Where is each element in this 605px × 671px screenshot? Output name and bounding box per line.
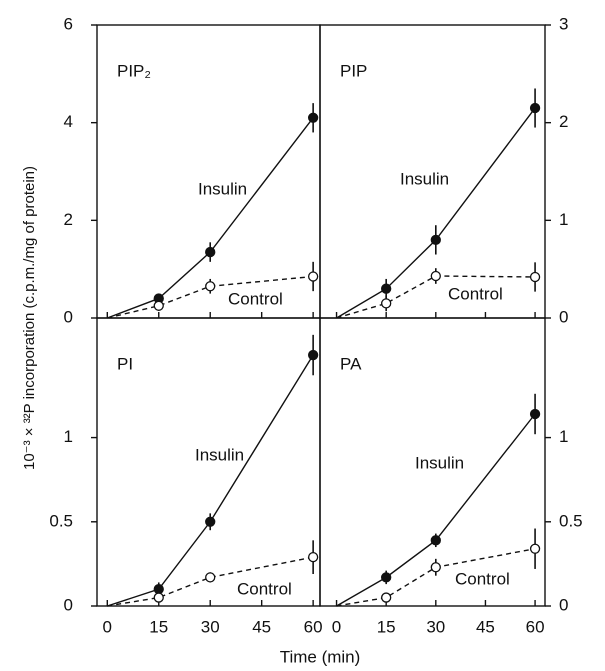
data-point [381,298,392,309]
x-axis-label: Time (min) [280,647,361,666]
data-point [153,584,164,595]
data-point [307,552,319,563]
y-tick-label: 0 [559,307,568,326]
data-point [430,234,441,246]
data-point [430,535,441,546]
y-tick-label: 0.5 [559,511,583,530]
x-tick-label: 0 [103,617,112,636]
series-label: Control [237,579,292,598]
x-tick-label: 15 [377,617,396,636]
panel-title: PI [117,354,133,373]
y-tick-label: 1 [559,210,568,229]
data-point [430,562,441,573]
y-tick-label: 0.5 [49,511,73,530]
panel-title: PIP₂ [117,61,151,80]
y-tick-label: 0 [64,595,73,614]
panel-frame [319,317,546,607]
data-point [381,592,392,603]
data-point [529,271,541,283]
data-point [205,281,216,292]
data-point [381,283,392,294]
data-point [307,271,319,282]
x-tick-label: 45 [252,617,271,636]
data-point [381,572,392,583]
series-line [107,354,314,607]
y-tick-label: 0 [559,595,568,614]
y-tick-label: 6 [64,14,73,33]
data-point [153,592,164,603]
series-line [107,117,314,319]
series-label: Insulin [415,453,464,472]
x-tick-label: 45 [476,617,495,636]
y-tick-label: 2 [64,210,73,229]
x-tick-label: 30 [201,617,220,636]
series-label: Insulin [198,179,247,198]
panel-title: PA [340,354,362,373]
y-tick-label: 0 [64,307,73,326]
series-label: Control [228,289,283,308]
data-point [205,572,216,583]
data-point [307,112,319,123]
series-line [336,107,536,319]
y-tick-label: 3 [559,14,568,33]
data-point [430,270,441,282]
y-tick-label: 1 [64,427,73,446]
data-point [529,102,541,114]
x-tick-label: 30 [426,617,445,636]
series-label: Insulin [195,445,244,464]
data-point [205,246,216,258]
series-label: Control [455,569,510,588]
x-tick-label: 15 [149,617,168,636]
x-tick-label: 60 [304,617,323,636]
y-tick-label: 4 [64,112,73,131]
x-tick-label: 60 [526,617,545,636]
series-label: Control [448,284,503,303]
data-point [205,516,216,527]
data-point [307,349,319,361]
data-point [529,543,541,554]
y-tick-label: 1 [559,427,568,446]
data-point [529,408,541,420]
x-tick-label: 0 [332,617,341,636]
series-line [336,413,536,607]
y-axis-label: 10⁻³ × ³²P incorporation (c.p.m./mg of p… [21,166,38,470]
y-tick-label: 2 [559,112,568,131]
series-label: Insulin [400,169,449,188]
data-point [153,300,164,311]
panel-title: PIP [340,61,367,80]
